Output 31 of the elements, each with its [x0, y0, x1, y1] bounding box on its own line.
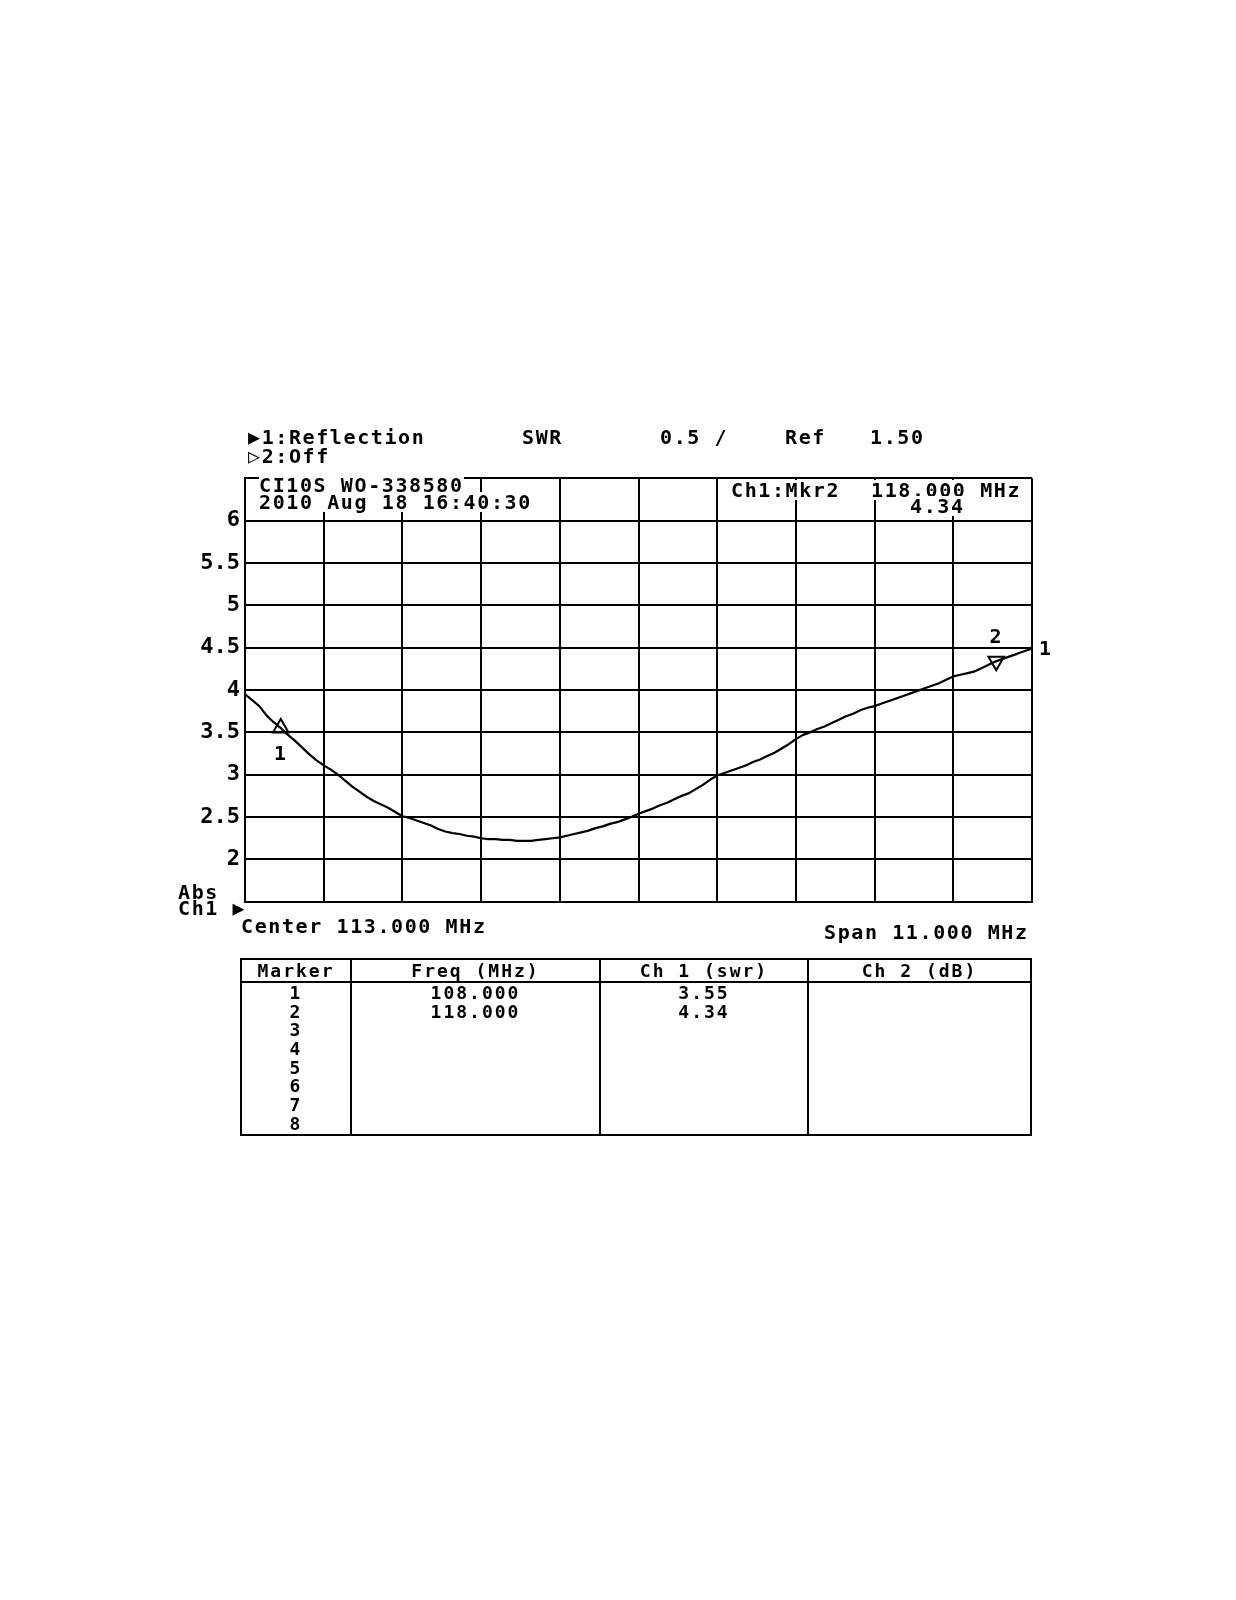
text: Span 11.000 MHz: [824, 920, 1029, 944]
text: Marker: [241, 959, 351, 982]
text: Center 113.000 MHz: [241, 914, 487, 938]
annotation: 1: [273, 741, 288, 766]
y-tick-label: 5.5: [200, 548, 240, 574]
text: 3: [288, 1019, 304, 1041]
text: 6: [288, 1075, 304, 1097]
text: 118.000: [429, 1000, 522, 1022]
text: 2: [288, 1000, 304, 1022]
text: Ch 2 (dB): [808, 959, 1031, 982]
text: 1.50: [870, 425, 925, 449]
y-tick-label: 6: [226, 506, 240, 532]
text: 108.000: [429, 982, 522, 1003]
text: 1: [1039, 636, 1053, 661]
text: 1: [288, 982, 304, 1003]
text: SWR: [522, 425, 563, 449]
text: Freq (MHz): [351, 959, 600, 982]
text: Ref: [785, 425, 826, 449]
y-tick-label: 5: [226, 591, 240, 616]
y-tick-label: 2: [226, 845, 240, 871]
text: 3.55: [677, 982, 731, 1003]
text: 4.34: [677, 1000, 731, 1022]
y-tick-label: 4.5: [200, 633, 240, 659]
text: 0.5 /: [660, 425, 729, 449]
annotation: 2: [989, 624, 1004, 649]
text: Ch 1 (swr): [600, 959, 808, 982]
annotation: Ch1:Mkr2: [731, 478, 841, 502]
y-tick-label: 4: [226, 675, 240, 701]
y-tick-label: 3.5: [200, 718, 240, 744]
y-tick-label: 3: [226, 760, 240, 786]
y-tick-label: 2.5: [200, 802, 240, 828]
